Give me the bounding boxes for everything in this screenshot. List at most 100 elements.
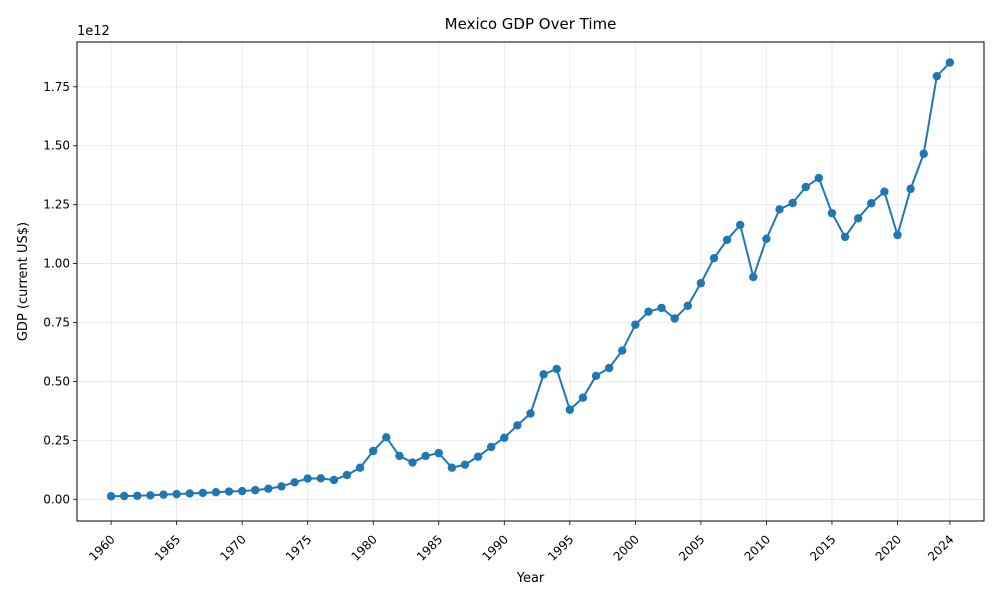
- data-point: [434, 448, 443, 458]
- data-point: [211, 488, 221, 497]
- y-tick-label: 0.50: [43, 374, 70, 388]
- x-tick-label: 1985: [414, 532, 445, 563]
- y-tick-label: 0.00: [43, 492, 70, 506]
- data-point: [657, 303, 666, 313]
- x-tick-label: 1960: [86, 532, 117, 563]
- data-point: [513, 421, 522, 430]
- data-point: [932, 71, 942, 81]
- grid: [77, 42, 984, 521]
- x-axis-label: Year: [516, 571, 545, 586]
- data-point: [185, 489, 194, 498]
- data-point: [500, 433, 509, 442]
- data-point: [172, 489, 181, 499]
- data-point: [853, 214, 863, 223]
- x-tick-label: 1970: [217, 532, 248, 563]
- data-point: [906, 184, 915, 194]
- data-point: [303, 474, 312, 483]
- data-point: [775, 205, 784, 214]
- x-tick-label: 2005: [676, 532, 707, 563]
- data-point: [880, 187, 889, 196]
- data-point: [552, 364, 561, 374]
- data-point: [749, 272, 758, 282]
- data-point: [683, 301, 692, 310]
- x-tick-label: 2000: [611, 532, 642, 563]
- x-tick-label: 2020: [873, 532, 904, 563]
- data-point: [460, 460, 470, 469]
- y-tick-label: 1.75: [43, 80, 70, 94]
- data-point: [133, 491, 142, 500]
- data-point: [801, 182, 810, 192]
- data-point: [578, 393, 588, 402]
- y-axis-offset-label: 1e12: [77, 24, 110, 39]
- x-tick-label: 1980: [348, 532, 379, 563]
- x-tick-label: 2015: [807, 532, 838, 563]
- data-point: [788, 198, 797, 208]
- data-point: [696, 278, 706, 288]
- x-tick-label: 1965: [152, 532, 183, 563]
- data-point: [762, 234, 771, 244]
- data-point: [447, 463, 457, 472]
- data-point: [119, 491, 129, 501]
- data-point: [264, 484, 273, 493]
- x-tick-label: 1995: [545, 532, 576, 563]
- data-point: [539, 370, 548, 379]
- data-point: [159, 490, 168, 499]
- x-tick-label: 2010: [742, 532, 773, 563]
- data-point: [840, 232, 850, 242]
- data-point: [355, 463, 365, 472]
- x-ticks: 1960 1965 1970 1975 1980 1985 1990 1995 2000 2005…: [86, 521, 957, 564]
- data-point: [486, 442, 496, 452]
- chart-title: Mexico GDP Over Time: [445, 15, 617, 33]
- axes: [76, 41, 985, 522]
- data-point: [814, 173, 824, 183]
- data-point: [644, 307, 653, 316]
- data-point: [224, 487, 234, 496]
- data-point: [473, 452, 483, 461]
- data-point: [369, 446, 378, 456]
- data-point: [316, 474, 325, 483]
- data-point: [709, 253, 719, 263]
- data-point: [618, 346, 627, 355]
- plot-frame: [76, 41, 985, 522]
- data-point: [290, 478, 299, 487]
- data-point: [591, 371, 601, 380]
- data-point: [945, 58, 955, 67]
- y-tick-label: 0.75: [43, 316, 70, 330]
- y-tick-label: 0.25: [43, 433, 70, 447]
- data-point: [565, 405, 575, 414]
- series: [106, 58, 955, 501]
- data-point: [421, 451, 430, 461]
- y-tick-label: 1.00: [43, 257, 70, 271]
- data-point: [893, 230, 902, 240]
- data-point: [329, 475, 339, 485]
- data-point: [342, 470, 352, 480]
- data-point: [198, 488, 208, 498]
- y-tick-label: 1.50: [43, 139, 70, 153]
- data-point: [146, 491, 155, 500]
- data-point: [670, 314, 679, 323]
- series-line: [110, 61, 951, 498]
- data-point: [237, 486, 247, 496]
- data-point: [251, 485, 260, 495]
- data-point: [382, 433, 391, 442]
- data-point: [722, 235, 732, 244]
- x-tick-label: 1975: [283, 532, 314, 563]
- data-point: [408, 458, 417, 467]
- data-point: [919, 149, 928, 158]
- y-ticks: 0.00 0.25 0.50 0.75 1.00 1.25 1.50 1.75: [43, 80, 77, 506]
- x-tick-label: 2024: [925, 532, 956, 563]
- data-point: [395, 451, 404, 461]
- data-point: [277, 482, 286, 491]
- y-axis-label: GDP (current US$): [16, 222, 31, 341]
- data-point: [604, 363, 614, 373]
- data-point: [736, 220, 745, 230]
- y-tick-label: 1.25: [43, 198, 70, 212]
- data-point: [526, 409, 535, 418]
- x-tick-label: 1990: [479, 532, 510, 563]
- data-point: [631, 320, 640, 329]
- data-point: [867, 199, 876, 208]
- data-point: [827, 208, 837, 218]
- data-point: [106, 492, 116, 501]
